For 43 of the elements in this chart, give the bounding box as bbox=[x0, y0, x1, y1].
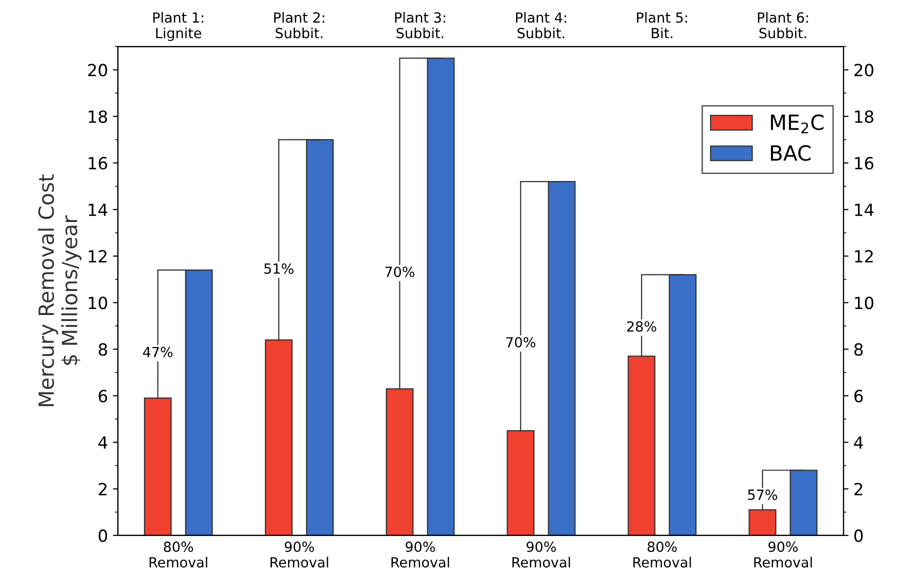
x-tick-label: Plant 1: Lignite bbox=[153, 12, 204, 42]
y-tick-label: 6 bbox=[98, 390, 108, 402]
annotation: 70% bbox=[385, 266, 414, 278]
y2-tick-label: 14 bbox=[855, 204, 874, 216]
x-tick-label: Plant 5: Bit. bbox=[637, 12, 687, 38]
text: 90% Removal bbox=[270, 542, 328, 568]
text: 90% Removal bbox=[754, 542, 812, 568]
y-tick-label: 2 bbox=[98, 482, 107, 496]
y-tick-label: 0 bbox=[98, 529, 108, 542]
y2-tick-label: 18 bbox=[855, 110, 874, 123]
y2-tick-label: 16 bbox=[855, 156, 874, 170]
y-axis-title: Mercury Removal Cost $ Millions/year bbox=[38, 174, 82, 406]
y-tick-label: 10 bbox=[88, 296, 108, 310]
y2-tick-label: 4 bbox=[854, 436, 863, 449]
y-tick-label: 16 bbox=[88, 156, 108, 170]
legend-label: BAC bbox=[770, 145, 811, 161]
x-tick-label: Plant 2: Subbit. bbox=[274, 12, 324, 38]
x-tick-label: Plant 3: Subbit. bbox=[395, 12, 446, 38]
annotation: 57% bbox=[748, 490, 778, 500]
y2-tick-label: 12 bbox=[855, 250, 873, 262]
annotation: 28% bbox=[627, 321, 656, 332]
x-tick-label: Plant 4: Subbit. bbox=[516, 12, 566, 38]
text: 80% Removal bbox=[150, 542, 208, 568]
y-tick-label: 4 bbox=[98, 436, 108, 449]
legend-label: ME$_{2}$C bbox=[770, 114, 824, 134]
annotation: 51% bbox=[264, 263, 294, 274]
text: 90% Removal bbox=[512, 542, 570, 568]
y-tick-label: 14 bbox=[88, 204, 108, 216]
y-tick-label: 8 bbox=[98, 343, 108, 356]
y2-tick-label: 6 bbox=[854, 390, 863, 402]
y2-tick-label: 20 bbox=[854, 64, 874, 76]
y2-tick-label: 0 bbox=[854, 529, 863, 542]
annotation: 70% bbox=[506, 337, 536, 348]
x-tick-label: Plant 6: Subbit. bbox=[758, 12, 808, 38]
y-tick-label: 12 bbox=[88, 250, 107, 262]
y-tick-label: 20 bbox=[88, 64, 108, 76]
text: 90% Removal bbox=[392, 542, 450, 568]
y2-tick-label: 2 bbox=[854, 482, 862, 496]
y2-tick-label: 8 bbox=[854, 343, 863, 356]
y2-tick-label: 10 bbox=[855, 296, 874, 310]
text: 80% Removal bbox=[633, 542, 691, 568]
annotation: 47% bbox=[143, 346, 172, 358]
y-tick-label: 18 bbox=[88, 110, 108, 123]
